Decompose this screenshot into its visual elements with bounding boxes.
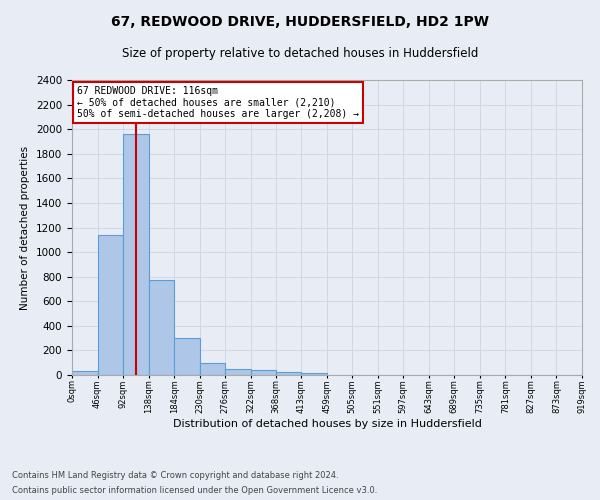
Text: 67 REDWOOD DRIVE: 116sqm
← 50% of detached houses are smaller (2,210)
50% of sem: 67 REDWOOD DRIVE: 116sqm ← 50% of detach… [77,86,359,119]
Bar [200,362,225,375]
Text: 67, REDWOOD DRIVE, HUDDERSFIELD, HD2 1PW: 67, REDWOOD DRIVE, HUDDERSFIELD, HD2 1PW [111,15,489,29]
Bar [174,338,200,375]
Text: Contains public sector information licensed under the Open Government Licence v3: Contains public sector information licen… [12,486,377,495]
Bar [225,370,251,375]
Bar [98,235,123,375]
Bar [72,370,98,375]
Bar [251,370,276,375]
Y-axis label: Number of detached properties: Number of detached properties [20,146,31,310]
Text: Size of property relative to detached houses in Huddersfield: Size of property relative to detached ho… [122,48,478,60]
Bar [149,280,174,375]
Bar [276,372,301,375]
X-axis label: Distribution of detached houses by size in Huddersfield: Distribution of detached houses by size … [173,418,481,428]
Bar [301,373,327,375]
Bar [123,134,149,375]
Text: Contains HM Land Registry data © Crown copyright and database right 2024.: Contains HM Land Registry data © Crown c… [12,471,338,480]
